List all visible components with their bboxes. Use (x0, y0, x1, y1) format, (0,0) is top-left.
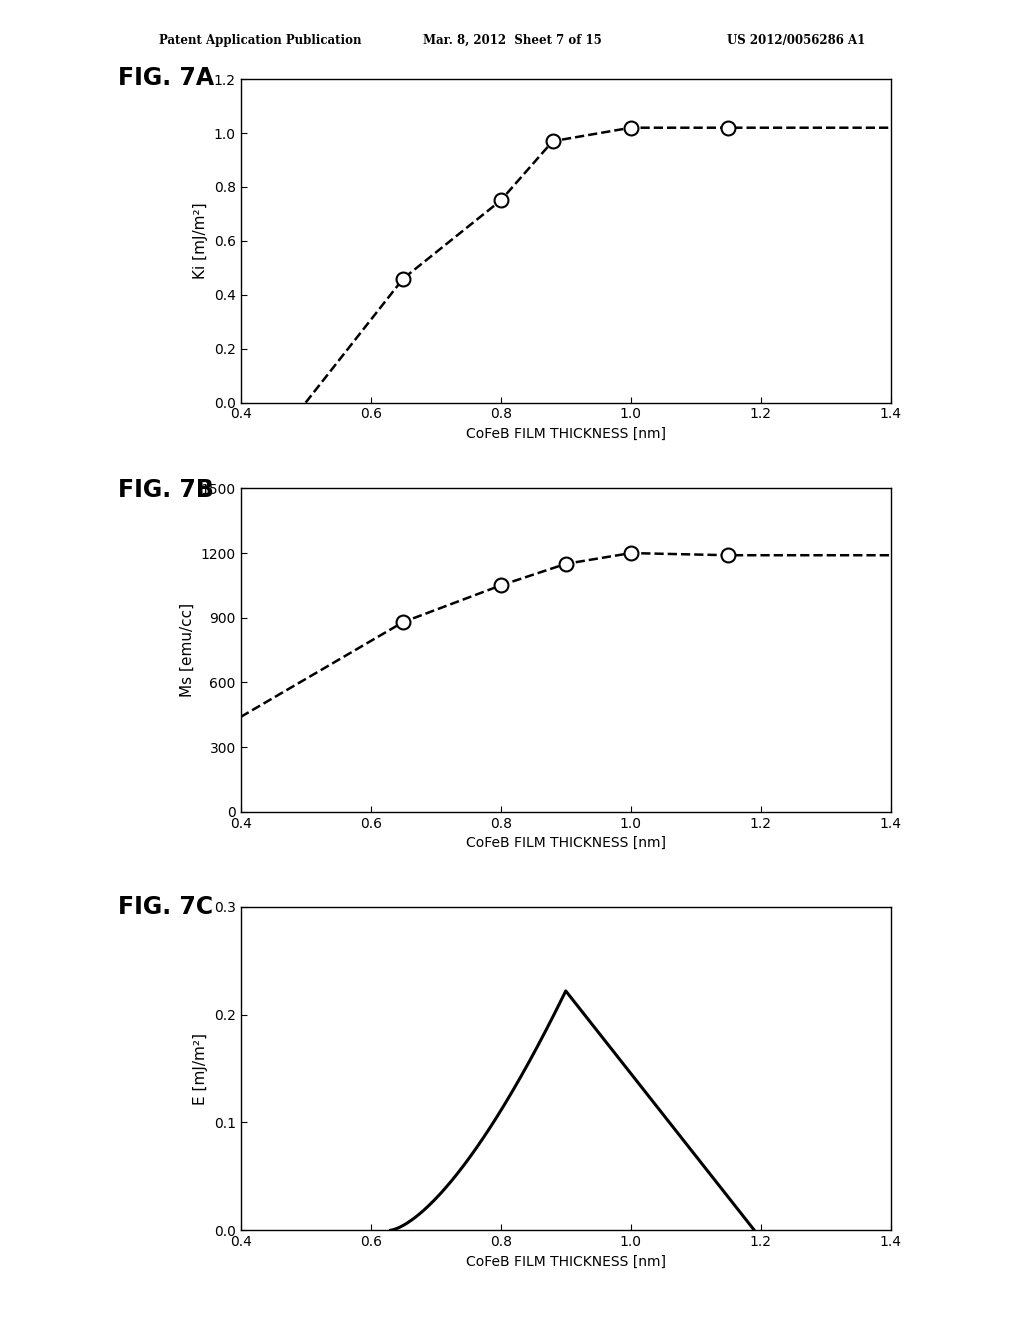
Text: Patent Application Publication: Patent Application Publication (159, 33, 361, 46)
X-axis label: CoFeB FILM THICKNESS [nm]: CoFeB FILM THICKNESS [nm] (466, 1254, 666, 1269)
Text: FIG. 7C: FIG. 7C (118, 895, 213, 919)
Text: Mar. 8, 2012  Sheet 7 of 15: Mar. 8, 2012 Sheet 7 of 15 (423, 33, 601, 46)
Text: FIG. 7A: FIG. 7A (118, 66, 214, 90)
Y-axis label: Ki [mJ/m²]: Ki [mJ/m²] (194, 202, 208, 280)
Text: FIG. 7B: FIG. 7B (118, 478, 214, 502)
X-axis label: CoFeB FILM THICKNESS [nm]: CoFeB FILM THICKNESS [nm] (466, 836, 666, 850)
X-axis label: CoFeB FILM THICKNESS [nm]: CoFeB FILM THICKNESS [nm] (466, 426, 666, 441)
Text: US 2012/0056286 A1: US 2012/0056286 A1 (727, 33, 865, 46)
Y-axis label: E [mJ/m²]: E [mJ/m²] (194, 1032, 208, 1105)
Y-axis label: Ms [emu/cc]: Ms [emu/cc] (180, 603, 196, 697)
